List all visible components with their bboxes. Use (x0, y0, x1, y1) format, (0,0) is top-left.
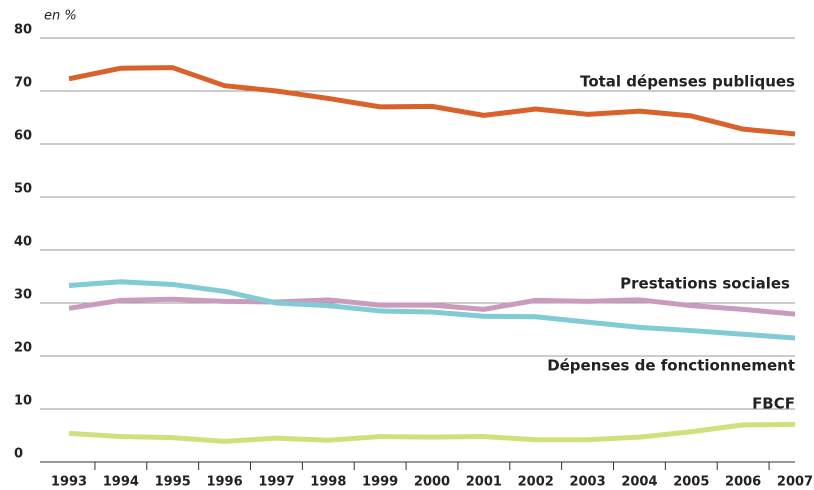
x-tick-label: 1993 (51, 475, 87, 490)
x-tick-label: 2004 (621, 475, 657, 490)
series-label: Dépenses de fonctionnement (547, 357, 795, 375)
y-tick-label: 10 (14, 394, 32, 409)
y-tick-label: 80 (14, 23, 32, 38)
x-tick-label: 1996 (206, 475, 242, 490)
series-label: Total dépenses publiques (580, 73, 795, 91)
x-tick-label: 1994 (103, 475, 139, 490)
y-tick-label: 20 (14, 341, 32, 356)
y-tick-label: 70 (14, 76, 32, 91)
series-line (68, 421, 796, 444)
series-line (68, 65, 796, 137)
series-label: Prestations sociales (620, 275, 790, 293)
x-tick-label: 2002 (518, 475, 554, 490)
series-line (68, 279, 796, 341)
series-label: FBCF (752, 395, 795, 413)
x-tick-label: 2003 (569, 475, 605, 490)
x-tick-label: 2001 (466, 475, 502, 490)
y-axis-label: en % (44, 9, 77, 24)
x-tick-label: 2000 (414, 475, 450, 490)
x-tick-label: 2005 (673, 475, 709, 490)
y-tick-label: 40 (14, 235, 32, 250)
x-tick-label: 1995 (155, 475, 191, 490)
y-tick-label: 50 (14, 182, 32, 197)
x-tick-label: 2006 (725, 475, 761, 490)
x-tick-label: 1999 (362, 475, 398, 490)
y-tick-label: 30 (14, 288, 32, 303)
y-tick-label: 60 (14, 129, 32, 144)
y-tick-label: 0 (14, 447, 23, 462)
x-tick-label: 1997 (258, 475, 294, 490)
x-tick-label: 2007 (777, 475, 813, 490)
series-line (68, 296, 796, 317)
x-tick-label: 1998 (310, 475, 346, 490)
